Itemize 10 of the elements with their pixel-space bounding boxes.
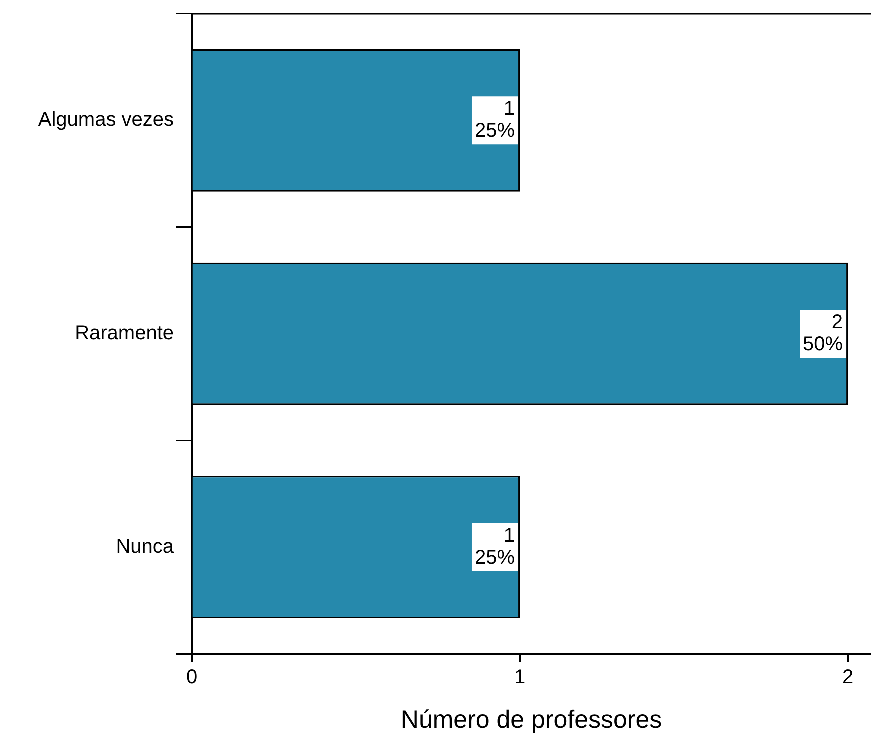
y-tick-label: Nunca bbox=[116, 536, 175, 558]
data-label: 2 50% bbox=[803, 312, 844, 356]
data-label: 1 25% bbox=[474, 524, 516, 569]
x-tick-label: 2 bbox=[842, 666, 854, 689]
x-tick-label: 1 bbox=[514, 666, 526, 689]
data-label: 1 25% bbox=[474, 98, 516, 142]
x-tick-label: 0 bbox=[186, 666, 198, 689]
y-tick-label: Algumas vezes bbox=[38, 109, 174, 132]
x-axis-title: Número de professores bbox=[400, 706, 662, 734]
y-tick-label: Raramente bbox=[75, 322, 174, 345]
